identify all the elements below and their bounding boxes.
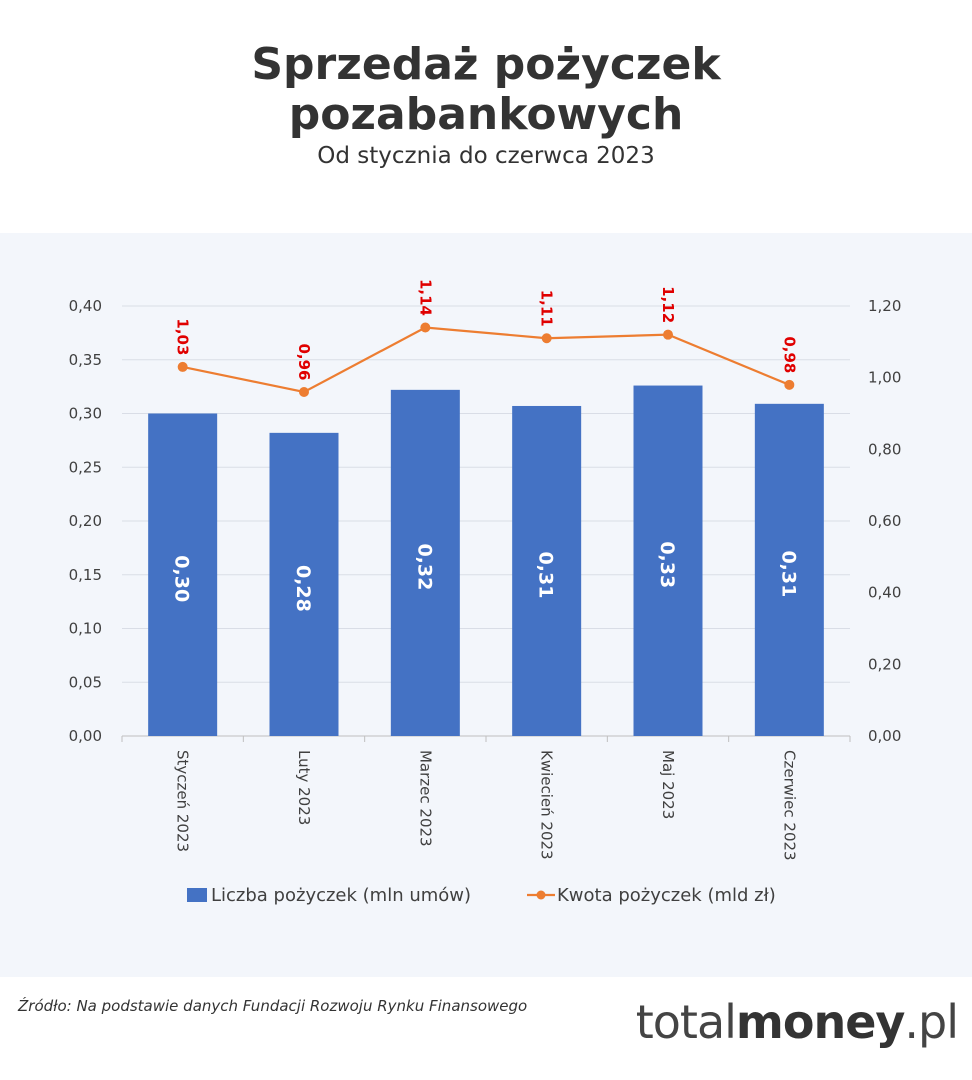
bar-data-label: 0,32 xyxy=(413,543,435,590)
line-series: 1,03 0,96 1,14 1,11 1,12 0,98 xyxy=(174,279,798,397)
x-category-label: Kwiecień 2023 xyxy=(538,750,556,860)
y-right-tick-label: 1,00 xyxy=(868,369,901,387)
bar-series: 0,30 0,28 0,32 0,31 0,33 0,31 xyxy=(148,385,824,736)
bar xyxy=(512,405,582,736)
bar-data-label: 0,30 xyxy=(171,555,193,602)
bar-data-label: 0,28 xyxy=(292,565,314,612)
x-category-label: Luty 2023 xyxy=(295,750,313,825)
bar xyxy=(148,413,218,736)
bar xyxy=(633,385,703,736)
legend-bar-swatch xyxy=(187,888,207,902)
line-data-label: 1,03 xyxy=(174,318,192,355)
bar xyxy=(390,389,460,736)
line-point xyxy=(420,322,431,333)
y-left-tick-label: 0,10 xyxy=(69,620,102,638)
y-right-tick-label: 0,80 xyxy=(868,440,901,458)
line-point xyxy=(177,361,188,372)
y-left-tick-label: 0,30 xyxy=(69,405,102,423)
line-point xyxy=(541,333,552,344)
y-left-tick-label: 0,25 xyxy=(69,458,102,476)
brand-logo: totalmoney.pl xyxy=(635,995,959,1049)
y-right-tick-label: 1,20 xyxy=(868,297,901,315)
y-left-tick-label: 0,15 xyxy=(69,566,102,584)
y-left-tick-label: 0,40 xyxy=(69,297,102,315)
legend-bar-label: Liczba pożyczek (mln umów) xyxy=(211,885,471,906)
legend: Liczba pożyczek (mln umów) Kwota pożyczek… xyxy=(187,885,776,906)
gridlines xyxy=(122,305,850,737)
legend-line-marker xyxy=(536,890,546,900)
chart-title-line2: pozabankowych xyxy=(288,89,684,140)
chart-title-line1: Sprzedaż pożyczek xyxy=(251,39,721,90)
x-category-label: Styczeń 2023 xyxy=(174,750,192,852)
logo-part-total: total xyxy=(635,995,737,1049)
line-data-label: 1,14 xyxy=(416,279,434,316)
line-data-label: 1,12 xyxy=(659,286,677,323)
line-point xyxy=(663,329,673,340)
y-left-tick-label: 0,05 xyxy=(69,673,102,691)
bar xyxy=(269,432,339,736)
y-right-tick-label: 0,20 xyxy=(868,655,901,673)
y-right-tick-label: 0,40 xyxy=(868,584,901,602)
x-category-label: Marzec 2023 xyxy=(416,750,434,847)
line-point xyxy=(784,379,795,390)
chart-subtitle: Od stycznia do czerwca 2023 xyxy=(317,143,655,169)
logo-part-tld: .pl xyxy=(904,995,959,1049)
y-right-tick-label: 0,00 xyxy=(868,727,901,745)
legend-line-label: Kwota pożyczek (mld zł) xyxy=(557,885,776,906)
logo-part-money: money xyxy=(735,995,905,1049)
y-right-tick-label: 0,60 xyxy=(868,512,901,530)
y-left-tick-label: 0,35 xyxy=(69,351,102,369)
x-category-label: Czerwiec 2023 xyxy=(780,750,798,861)
bar-data-label: 0,33 xyxy=(656,541,678,588)
source-note: Źródło: Na podstawie danych Fundacji Roz… xyxy=(18,997,528,1015)
line-data-label: 0,98 xyxy=(780,336,798,373)
combo-chart: 0,30 0,28 0,32 0,31 0,33 0,31 1,03 0,96 1,14 1,1… xyxy=(69,279,902,906)
bar-data-label: 0,31 xyxy=(535,552,557,599)
y-left-tick-label: 0,20 xyxy=(69,512,102,530)
line-path xyxy=(182,326,790,394)
line-data-label: 1,11 xyxy=(538,290,556,327)
x-category-label: Maj 2023 xyxy=(659,750,677,819)
line-data-label: 0,96 xyxy=(295,343,313,380)
axes: 0,00 0,05 0,10 0,15 0,20 0,25 0,30 0,35 0,40 0,00… xyxy=(69,297,902,861)
bar xyxy=(754,403,824,736)
bar-data-label: 0,31 xyxy=(777,550,799,597)
y-left-tick-label: 0,00 xyxy=(69,727,102,745)
line-point xyxy=(299,387,309,397)
chart-panel: 0,30 0,28 0,32 0,31 0,33 0,31 1,03 0,96 1,14 1,1… xyxy=(0,233,972,977)
